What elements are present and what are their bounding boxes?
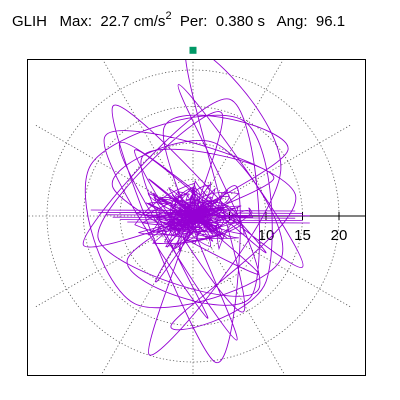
trace-streak: [98, 212, 303, 214]
axis-tick-label: 20: [331, 227, 348, 244]
axis-tick-label: 10: [258, 227, 275, 244]
trace-streak: [112, 216, 296, 219]
period-label: Per:: [179, 13, 208, 30]
period-unit: s: [257, 13, 265, 30]
plot-frame: [27, 59, 366, 376]
period-value: 0.380: [215, 13, 254, 30]
max-label: Max:: [59, 13, 93, 30]
trace-streak: [105, 214, 310, 217]
trace-streak: [119, 219, 303, 221]
angle-label: Ang:: [276, 13, 308, 30]
max-point-marker: [189, 46, 197, 54]
trace-streak: [90, 209, 296, 212]
angle-value: 96.1: [315, 13, 346, 30]
trace-streak: [127, 221, 310, 224]
chart-title: GLIH Max: 22.7 cm/s2 Per: 0.380 s Ang: 9…: [12, 10, 346, 31]
station-code: GLIH: [12, 13, 48, 30]
max-unit-exponent: 2: [165, 10, 172, 22]
max-value: 22.7: [100, 13, 130, 30]
max-unit: cm/s: [133, 13, 166, 30]
motion-trace: [83, 60, 310, 363]
trace-path: [83, 60, 304, 363]
axis-tick-label: 15: [294, 227, 311, 244]
max-marker: [189, 46, 197, 54]
